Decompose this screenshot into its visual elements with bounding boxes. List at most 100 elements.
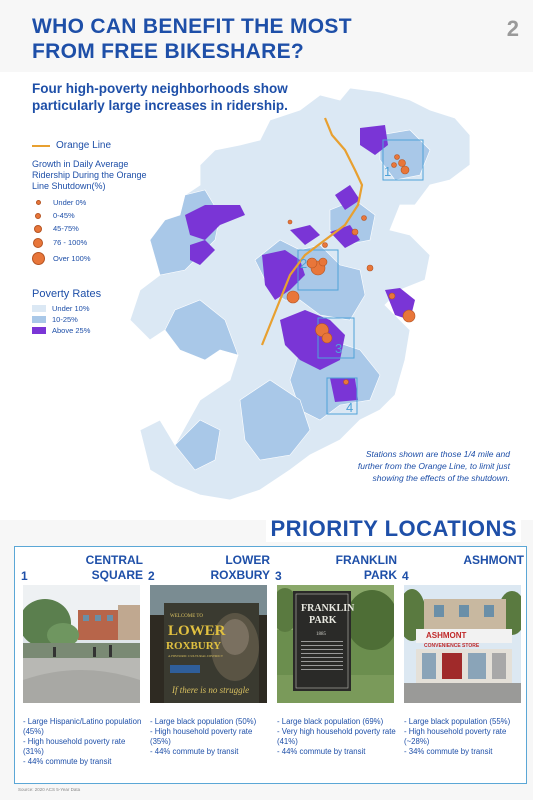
map-region-high-3 [262, 250, 305, 300]
poverty-legend: Poverty Rates Under 10% 10-25% Above 25% [32, 288, 101, 336]
central-square-image [23, 585, 140, 703]
location-facts: - Large black population (50%) - High ho… [150, 717, 270, 757]
location-name-line-1: CENTRAL [85, 553, 143, 567]
note-line-3: showing the effects of the shutdown. [372, 473, 510, 483]
lower-roxbury-photo: WELCOME TO LOWER ROXBURY A HISTORIC CULT… [150, 585, 267, 703]
legend-growth-label: 45-75% [53, 224, 79, 233]
swatch-high [32, 327, 46, 334]
boston-map: 1 2 3 4 [129, 87, 471, 501]
poverty-legend-title: Poverty Rates [32, 288, 102, 300]
location-number: 1 [21, 569, 28, 583]
subtitle: Four high-poverty neighborhoods show par… [32, 80, 332, 114]
poverty-legend-item: 10-25% [32, 314, 101, 325]
dot-icon [34, 224, 42, 233]
lower-roxbury-image: WELCOME TO LOWER ROXBURY A HISTORIC CULT… [150, 585, 267, 703]
priority-panel: 1 CENTRAL SQUARE [14, 546, 527, 784]
location-facts: - Large black population (55%) - High ho… [404, 717, 524, 757]
poverty-legend-label: 10-25% [52, 315, 78, 324]
orange-line [260, 117, 364, 346]
location-name: CENTRAL SQUARE [43, 553, 143, 583]
source-note: Source: 2020 ACS 5-Year Data [18, 787, 81, 792]
note-line-2: further from the Orange Line, to limit j… [357, 461, 510, 471]
legend-growth-item: Under 0% [32, 196, 182, 209]
location-fact: - Large black population (69%) [277, 717, 384, 726]
franklin-year-text: 1885 [316, 632, 327, 637]
dot-icon [35, 212, 41, 219]
franklin-text-1: FRANKLIN [301, 603, 355, 614]
map-region-high-7 [280, 310, 345, 370]
location-name: FRANKLIN PARK [297, 553, 397, 583]
legend-growth-title-3: Line Shutdown(%) [32, 181, 106, 191]
legend-orange-line: Orange Line [32, 140, 182, 151]
station-dots [286, 154, 416, 385]
location-fact: - High household poverty rate (~28%) [404, 727, 507, 746]
focus-box-3 [317, 317, 355, 359]
ashmont-text-2: CONVENIENCE STORE [424, 643, 480, 649]
legend-growth-label: Over 100% [53, 254, 91, 263]
location-fact: - Large black population (55%) [404, 717, 511, 726]
map-region-mid-6 [379, 129, 431, 181]
location-fact: - Large Hispanic/Latino population (45%) [23, 717, 142, 736]
subtitle-line-1: Four high-poverty neighborhoods show [32, 81, 288, 96]
page-number: 2 [506, 16, 519, 41]
legend-growth-label: Under 0% [53, 198, 87, 207]
map-label-3: 3 [335, 341, 342, 356]
location-fact: - 34% commute by transit [404, 747, 493, 756]
roxbury-lower-text: LOWER [168, 623, 226, 639]
location-name: ASHMONT [424, 553, 524, 568]
swatch-mid [32, 316, 46, 323]
poverty-legend-item: Above 25% [32, 325, 101, 336]
location-name-line-1: FRANKLIN [335, 553, 397, 567]
legend: Orange Line Growth in Daily Average Ride… [32, 140, 182, 267]
location-name-line-2: ASHMONT [463, 553, 524, 567]
location-fact: - 44% commute by transit [277, 747, 366, 756]
location-fact: - High household poverty rate (35%) [150, 727, 253, 746]
legend-growth-label: 0-45% [53, 211, 75, 220]
legend-growth-item: 45-75% [32, 222, 182, 235]
map-region-high-6 [360, 125, 388, 155]
legend-growth-title: Growth in Daily Average Ridership During… [32, 159, 182, 192]
dot-icon [32, 252, 45, 265]
map-region-high-4 [290, 225, 320, 245]
orange-line-swatch [32, 144, 50, 147]
swatch-low [32, 305, 46, 312]
map-label-2: 2 [300, 256, 307, 271]
legend-growth-item: Over 100% [32, 250, 182, 267]
map-region-high-1 [185, 205, 245, 240]
central-square-photo [23, 585, 140, 703]
map-region-high-9 [330, 378, 358, 402]
map-region-high-2 [190, 240, 215, 265]
title-line-1: WHO CAN BENEFIT THE MOST [32, 15, 352, 38]
location-facts: - Large Hispanic/Latino population (45%)… [23, 717, 143, 767]
title-line-2: FROM FREE BIKESHARE? [32, 40, 305, 63]
location-name-line-1: LOWER [225, 553, 270, 567]
focus-box-2 [297, 249, 339, 291]
location-name-line-2: ROXBURY [210, 568, 270, 582]
roxbury-welcome-text: WELCOME TO [170, 614, 203, 619]
map-region-mid-2 [164, 299, 239, 361]
poverty-legend-item: Under 10% [32, 303, 101, 314]
location-number: 4 [402, 569, 409, 583]
location-name-line-2: SQUARE [91, 568, 143, 582]
franklin-park-image: FRANKLIN PARK 1885 [277, 585, 394, 703]
focus-box-4 [326, 377, 358, 415]
location-fact: - 44% commute by transit [23, 757, 112, 766]
location-fact: - 44% commute by transit [150, 747, 239, 756]
ashmont-image: ASHMONT CONVENIENCE STORE [404, 585, 521, 703]
dot-icon [36, 200, 41, 205]
legend-growth-item: 76 - 100% [32, 235, 182, 250]
legend-growth-title-1: Growth in Daily Average [32, 159, 129, 169]
location-name: LOWER ROXBURY [170, 553, 270, 583]
map-region-mid-8 [174, 419, 221, 471]
priority-title: PRIORITY LOCATIONS [266, 516, 521, 542]
legend-growth-label: 76 - 100% [53, 238, 88, 247]
location-fact: - Large black population (50%) [150, 717, 257, 726]
location-name-line-2: PARK [363, 568, 397, 582]
note-line-1: Stations shown are those 1/4 mile and [365, 449, 510, 459]
location-fact: - High household poverty rate (31%) [23, 737, 126, 756]
roxbury-roxbury-text: ROXBURY [166, 640, 221, 652]
franklin-park-photo: FRANKLIN PARK 1885 [277, 585, 394, 703]
roxbury-quote-text: If there is no struggle [171, 685, 249, 695]
roxbury-sub-text: A HISTORIC CULTURAL DISTRICT [168, 654, 224, 658]
map-region-high-10 [335, 185, 360, 210]
